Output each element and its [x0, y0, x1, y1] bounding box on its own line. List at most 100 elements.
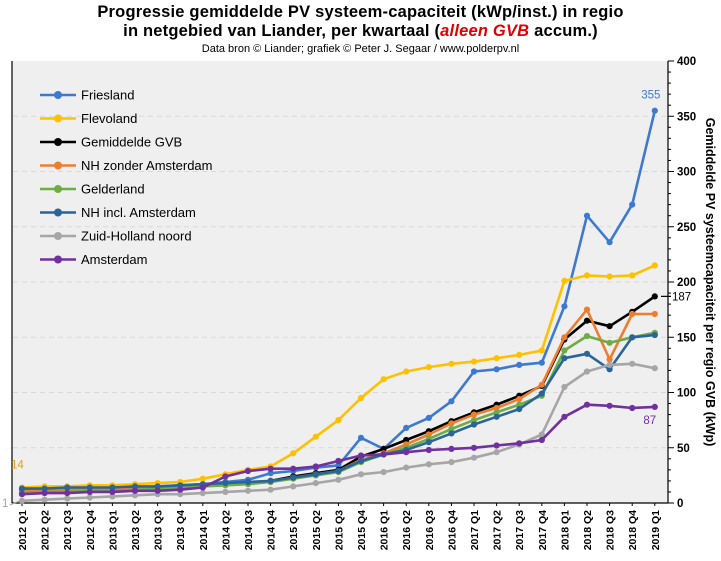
x-tick-label: 2017 Q4: [537, 510, 549, 550]
y-tick-label: 200: [677, 277, 696, 289]
data-point: [606, 273, 613, 280]
data-point: [357, 394, 365, 402]
data-point: [357, 452, 365, 459]
x-tick-label: 2013 Q2: [130, 510, 142, 550]
data-point: [403, 449, 410, 456]
data-point: [538, 431, 545, 438]
y-tick-label: 350: [677, 111, 696, 123]
data-point: [561, 383, 568, 391]
data-point: [290, 465, 297, 472]
data-point: [425, 439, 432, 446]
data-point: [651, 331, 658, 339]
x-tick-label: 2014 Q2: [220, 510, 232, 550]
annotation-187: 187: [672, 291, 691, 303]
data-point: [222, 488, 229, 495]
data-point: [131, 492, 139, 499]
data-point: [357, 471, 365, 478]
data-point: [380, 469, 387, 476]
x-tick-label: 2014 Q3: [243, 510, 255, 550]
chart-title-line1: Progressie gemiddelde PV systeem-capacit…: [97, 3, 624, 21]
x-tick-label: 2014 Q4: [266, 510, 278, 550]
data-point: [199, 490, 206, 497]
legend-item-amsterdam: Amsterdam: [40, 252, 147, 267]
data-point: [154, 487, 161, 494]
data-point: [606, 402, 613, 409]
data-point: [86, 494, 93, 501]
data-point: [538, 381, 545, 388]
data-point: [403, 424, 410, 431]
data-point: [448, 360, 455, 367]
data-point: [131, 483, 139, 490]
x-tick-label: 2017 Q2: [492, 510, 504, 550]
x-tick-label: 2016 Q4: [446, 510, 458, 550]
data-point: [177, 491, 184, 498]
y-tick-label: 50: [677, 443, 690, 455]
legend-marker-dot: [54, 114, 62, 123]
data-point: [425, 431, 432, 438]
y-tick-label: 400: [677, 56, 696, 68]
data-point: [267, 477, 274, 484]
data-point: [222, 473, 229, 480]
data-point: [199, 475, 206, 482]
legend-label: Zuid-Holland noord: [81, 229, 192, 244]
data-point: [470, 421, 478, 428]
data-point: [448, 425, 455, 433]
legend-label: Gemiddelde GVB: [81, 135, 182, 150]
legend-item-gelderland: Gelderland: [40, 182, 145, 197]
data-point: [312, 471, 319, 478]
data-point: [64, 484, 71, 491]
x-tick-label: 2018 Q2: [582, 510, 594, 550]
y-tick-label: 300: [677, 167, 696, 179]
data-point: [538, 359, 545, 366]
chart-title-line2: in netgebied van Liander, per kwartaal (…: [0, 22, 721, 41]
x-tick-label: 2012 Q4: [85, 510, 97, 550]
data-point: [131, 487, 139, 494]
annotation-87: 87: [643, 415, 656, 427]
title-line2-post: accum.): [529, 22, 598, 40]
data-point: [470, 358, 478, 365]
data-point: [403, 368, 410, 375]
data-point: [583, 306, 591, 313]
data-point: [470, 444, 478, 451]
data-point: [425, 446, 432, 454]
legend-marker-dot: [54, 161, 62, 170]
x-tick-label: 2018 Q4: [627, 510, 639, 550]
x-tick-label: 2017 Q3: [514, 510, 526, 550]
legend: Friesland Flevoland Gemiddelde GVB NH zonde…: [40, 88, 213, 267]
data-point: [199, 484, 206, 491]
data-point: [244, 467, 252, 475]
data-point: [448, 430, 455, 437]
data-point: [312, 433, 319, 440]
legend-label: Amsterdam: [81, 252, 147, 267]
legend-item-gemiddelde-gvb: Gemiddelde GVB: [40, 135, 182, 150]
data-point: [516, 401, 523, 408]
data-point: [41, 490, 48, 497]
data-point: [583, 401, 591, 408]
data-point: [335, 476, 342, 483]
data-point: [425, 461, 432, 468]
data-point: [41, 496, 48, 503]
data-point: [222, 480, 229, 487]
chart-subtitle: Data bron © Liander; grafiek © Peter J. …: [201, 43, 520, 55]
y-axis-title: Gemiddelde PV systeemcapaciteit per regi…: [703, 118, 717, 447]
annotation-355: 355: [641, 90, 660, 102]
legend-item-nh-incl-amsterdam: NH incl. Amsterdam: [40, 205, 196, 220]
x-tick-label: 2014 Q1: [198, 510, 210, 550]
data-point: [357, 434, 365, 441]
data-point: [177, 486, 184, 493]
data-point: [651, 107, 658, 114]
legend-item-nh-zonder-amsterdam: NH zonder Amsterdam: [40, 158, 213, 173]
data-point: [425, 414, 432, 421]
annotations: 355 187 87 14 1: [2, 90, 691, 510]
data-point: [493, 366, 500, 373]
x-tick-label: 2012 Q2: [40, 510, 52, 550]
data-point: [629, 201, 636, 208]
data-point: [64, 490, 71, 497]
data-point: [629, 404, 636, 412]
annotation-leader: [9, 500, 21, 506]
x-tick-label: 2016 Q2: [401, 510, 413, 550]
gridlines: [13, 115, 667, 449]
data-point: [651, 365, 658, 372]
data-point: [651, 262, 658, 269]
